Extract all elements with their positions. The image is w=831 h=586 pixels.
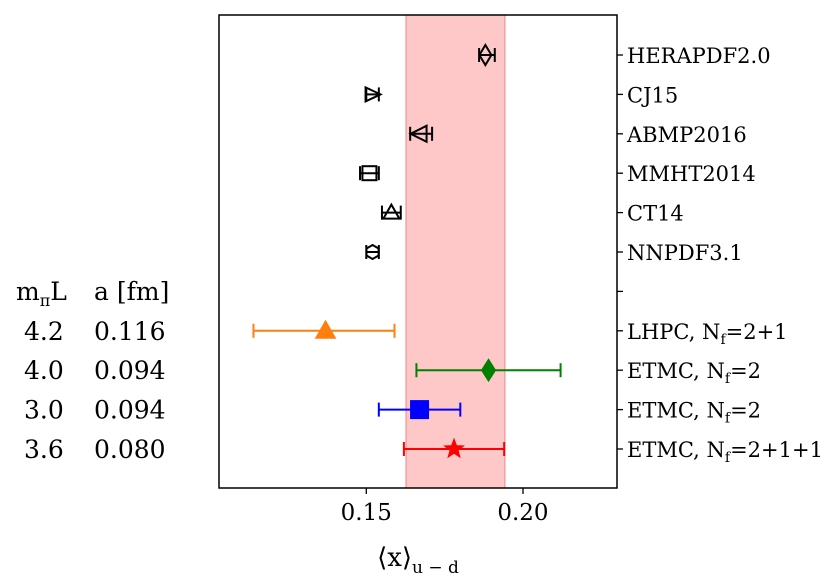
data-point-marker <box>410 400 430 420</box>
header-m: m <box>16 277 40 306</box>
data-point <box>380 202 402 220</box>
table-cell-mpiL: 4.2 <box>24 317 64 346</box>
table-cell-lattice-spacing: 0.080 <box>94 435 166 464</box>
table-cell-lattice-spacing: 0.116 <box>94 317 166 346</box>
data-point-marker <box>478 43 493 67</box>
table-cell-mpiL: 3.6 <box>24 435 64 464</box>
data-point <box>408 124 434 144</box>
data-point-marker <box>314 319 337 339</box>
category-label: CT14 <box>627 202 684 226</box>
data-point <box>364 85 383 103</box>
data-point <box>478 43 496 67</box>
table-cell-lattice-spacing: 0.094 <box>94 396 166 425</box>
data-point-marker <box>480 358 497 383</box>
x-axis-label: ⟨x⟩u − d <box>377 543 459 578</box>
category-label: NNPDF3.1 <box>627 241 743 265</box>
table-cell-mpiL: 3.0 <box>24 396 64 425</box>
header-lattice-spacing: a [fm] <box>94 277 169 306</box>
category-label: ETMC, Nf=2 <box>627 399 761 427</box>
data-point <box>415 358 562 383</box>
category-label: CJ15 <box>627 83 678 107</box>
data-point <box>365 243 380 261</box>
data-point-marker <box>443 437 465 459</box>
svg-text:mπL: mπL <box>16 277 67 310</box>
data-point-marker <box>365 243 380 261</box>
x-tick-label: 0.20 <box>497 500 548 526</box>
x-tick-label: 0.15 <box>341 500 392 526</box>
header-L: L <box>50 277 67 306</box>
data-point <box>402 437 506 459</box>
data-point-marker <box>408 124 428 144</box>
category-label: LHPC, Nf=2+1 <box>627 320 788 348</box>
data-point-marker <box>361 165 378 182</box>
x-axis-label-subscript: u − d <box>412 558 459 578</box>
header-pi-subscript: π <box>40 291 51 310</box>
data-point <box>377 400 462 420</box>
category-label: MMHT2014 <box>627 162 756 186</box>
category-label: HERAPDF2.0 <box>627 44 771 68</box>
data-point <box>252 319 396 339</box>
table-cell-lattice-spacing: 0.094 <box>94 356 166 385</box>
data-point-marker <box>364 85 383 103</box>
left-table-rows: 4.2 0.116 4.0 0.094 3.0 0.094 3.6 0.080 <box>24 317 166 464</box>
category-label: ETMC, Nf=2 <box>627 359 761 387</box>
category-label: ABMP2016 <box>626 123 747 147</box>
data-point <box>359 165 380 182</box>
category-label: ETMC, Nf=2+1+1 <box>627 438 823 466</box>
table-cell-mpiL: 4.0 <box>24 356 64 385</box>
data-point-marker <box>381 202 402 220</box>
left-table-header: mπL a [fm] <box>16 277 169 310</box>
